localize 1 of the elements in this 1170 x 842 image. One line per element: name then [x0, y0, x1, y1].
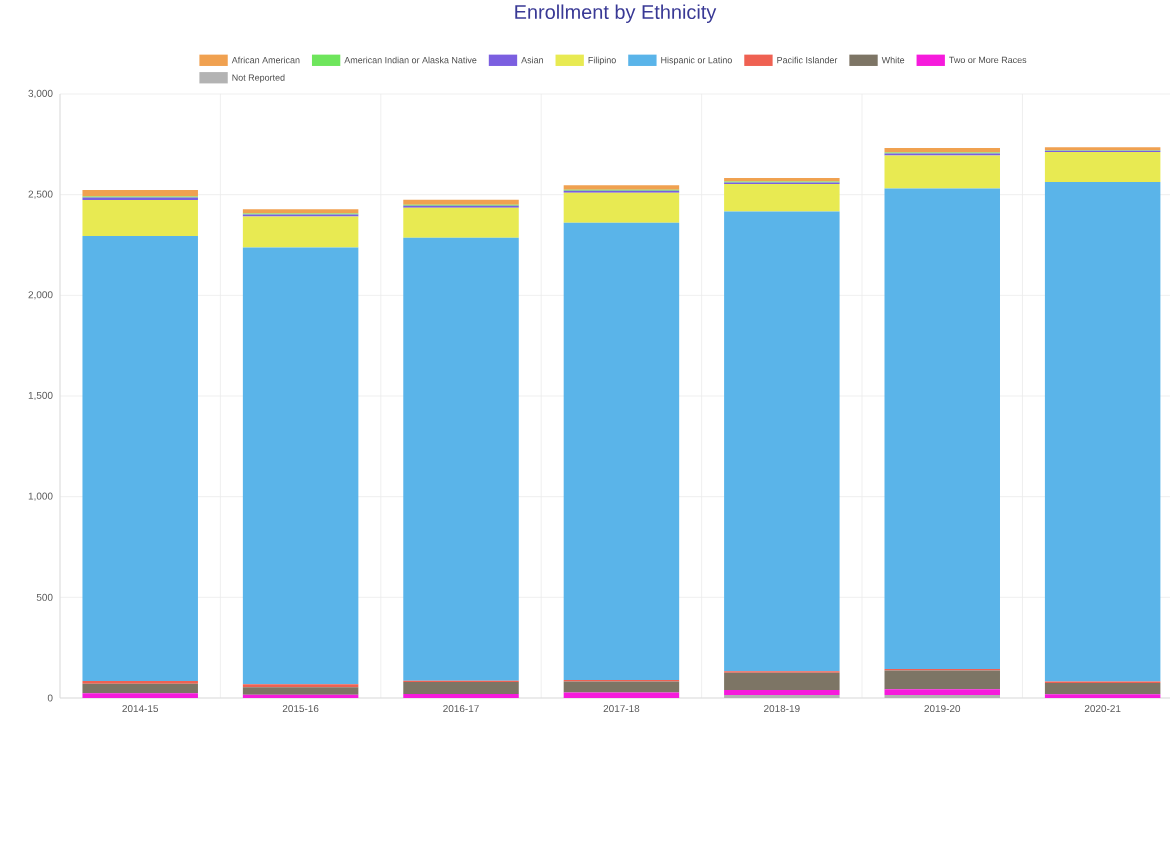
chart-title: Enrollment by Ethnicity: [515, 4, 717, 23]
